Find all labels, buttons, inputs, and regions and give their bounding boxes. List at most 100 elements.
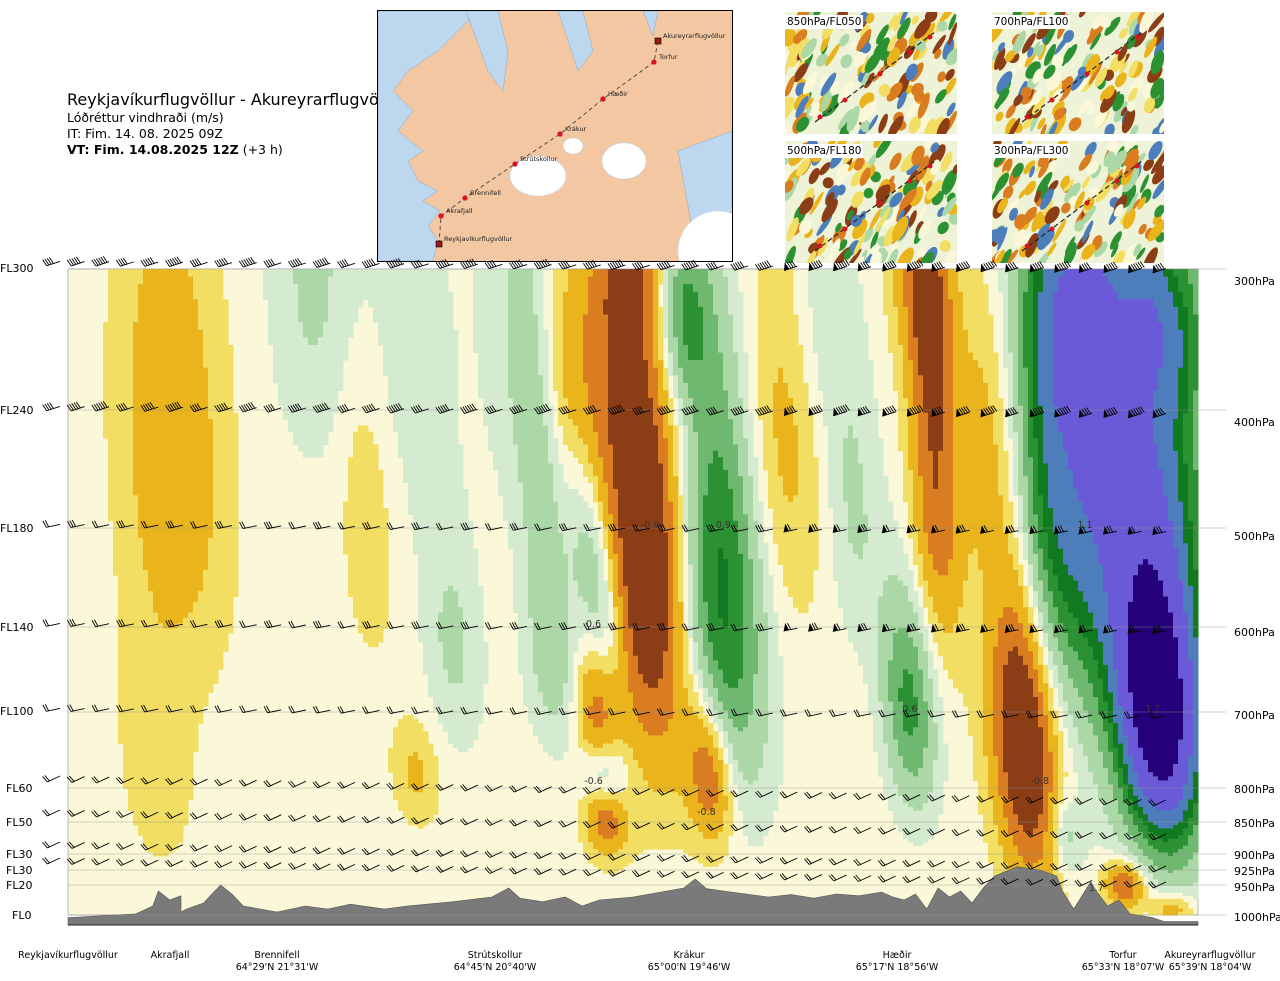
field-cell	[1193, 852, 1199, 884]
thumbnail-cell	[1152, 165, 1164, 185]
thumbnail-cell	[1113, 204, 1124, 217]
wind-barb	[484, 405, 503, 415]
thumbnail-300[interactable]: 300hPa/FL300	[992, 141, 1164, 263]
field-cell	[593, 476, 599, 503]
field-cell	[1028, 898, 1034, 916]
value-label: 0.6	[902, 704, 917, 715]
field-cell	[1003, 532, 1009, 608]
field-cell	[1058, 548, 1064, 592]
field-cell	[913, 591, 919, 614]
wind-barb	[91, 858, 110, 866]
wind-barb	[263, 779, 282, 788]
field-cell	[1108, 269, 1114, 285]
field-cell	[1043, 664, 1049, 684]
thumbnail-500-label: 500hPa/FL180	[785, 144, 864, 158]
field-cell	[183, 269, 189, 619]
thumbnail-marker	[1084, 71, 1090, 77]
field-cell	[968, 553, 974, 736]
thumbnail-cell	[1005, 104, 1016, 119]
thumbnail-cell	[822, 177, 834, 189]
thumbnail-cell	[817, 237, 829, 256]
wind-barb	[779, 825, 798, 833]
field-cell	[1093, 660, 1099, 698]
wind-barb	[189, 403, 208, 413]
field-cell	[623, 585, 629, 652]
field-cell	[513, 444, 519, 614]
field-cell	[1008, 352, 1014, 439]
field-cell	[588, 803, 594, 843]
field-cell	[1018, 269, 1024, 407]
wind-barb	[165, 401, 184, 412]
wind-barb	[881, 524, 896, 534]
field-cell	[613, 488, 619, 555]
wind-barb	[931, 524, 945, 534]
wind-barb	[238, 813, 257, 821]
field-cell	[1028, 678, 1034, 836]
field-cell	[658, 735, 664, 793]
thumbnail-700[interactable]: 700hPa/FL100	[992, 12, 1164, 134]
flight-level-label: FL0	[12, 909, 32, 922]
field-cell	[1048, 623, 1054, 652]
field-cell	[1093, 269, 1099, 544]
thumbnail-cell	[819, 162, 831, 176]
wind-barb	[140, 520, 159, 529]
flight-level-label: FL180	[0, 522, 34, 535]
pressure-level-label: 500hPa	[1234, 530, 1275, 543]
field-cell	[1103, 862, 1109, 880]
field-cell	[978, 569, 984, 815]
field-cell	[453, 683, 459, 749]
thumbnail-marker	[842, 226, 848, 232]
field-cell	[1178, 898, 1184, 910]
field-cell	[1078, 696, 1084, 745]
field-cell	[1103, 768, 1109, 815]
thumbnail-cell	[1081, 220, 1094, 243]
field-cell	[1083, 514, 1089, 603]
thumbnail-cell	[1126, 12, 1141, 28]
field-cell	[1128, 876, 1134, 900]
thumbnail-cell	[1018, 189, 1026, 199]
field-cell	[1138, 831, 1144, 850]
thumbnail-cell	[1089, 32, 1102, 50]
field-cell	[1128, 869, 1134, 877]
field-cell	[738, 678, 744, 732]
field-cell	[603, 674, 609, 712]
thumbnail-route	[814, 31, 936, 123]
wind-barb	[460, 818, 479, 826]
thumbnail-cell	[837, 81, 855, 104]
thumbnail-500[interactable]: 500hPa/FL180	[785, 141, 957, 263]
thumbnail-cell	[816, 215, 833, 236]
flight-level-label: FL60	[6, 782, 33, 795]
map-point-label: Reykjavíkurflugvöllur	[444, 235, 513, 243]
field-cell	[638, 269, 644, 675]
thumbnail-cell	[1005, 198, 1019, 217]
field-cell	[333, 269, 339, 414]
thumbnail-cell	[1123, 148, 1139, 167]
field-cell	[683, 628, 689, 689]
field-cell	[143, 569, 149, 847]
field-cell	[1133, 795, 1139, 811]
field-cell	[143, 269, 149, 571]
thumbnail-cell	[820, 88, 833, 112]
field-cell	[423, 269, 429, 675]
field-cell	[1163, 495, 1169, 598]
field-cell	[1158, 469, 1164, 582]
wind-barb	[214, 705, 233, 713]
thumbnail-cell	[1035, 171, 1053, 196]
field-cell	[693, 714, 699, 753]
thumbnail-cell	[899, 12, 910, 25]
map-point-marker	[600, 96, 606, 102]
field-cell	[698, 803, 704, 833]
field-cell	[703, 269, 709, 496]
thumbnail-cell	[996, 71, 1013, 93]
field-cell	[843, 438, 849, 503]
thumbnail-850[interactable]: 850hPa/FL050	[785, 12, 957, 134]
field-cell	[593, 799, 599, 850]
field-cell	[688, 269, 694, 285]
field-cell	[763, 543, 769, 614]
field-cell	[723, 731, 729, 749]
thumbnail-cell	[802, 71, 818, 95]
value-label: 1.7	[1145, 704, 1160, 715]
wind-barb	[607, 821, 626, 829]
field-cell	[1113, 723, 1119, 749]
map-glacier	[562, 137, 584, 155]
